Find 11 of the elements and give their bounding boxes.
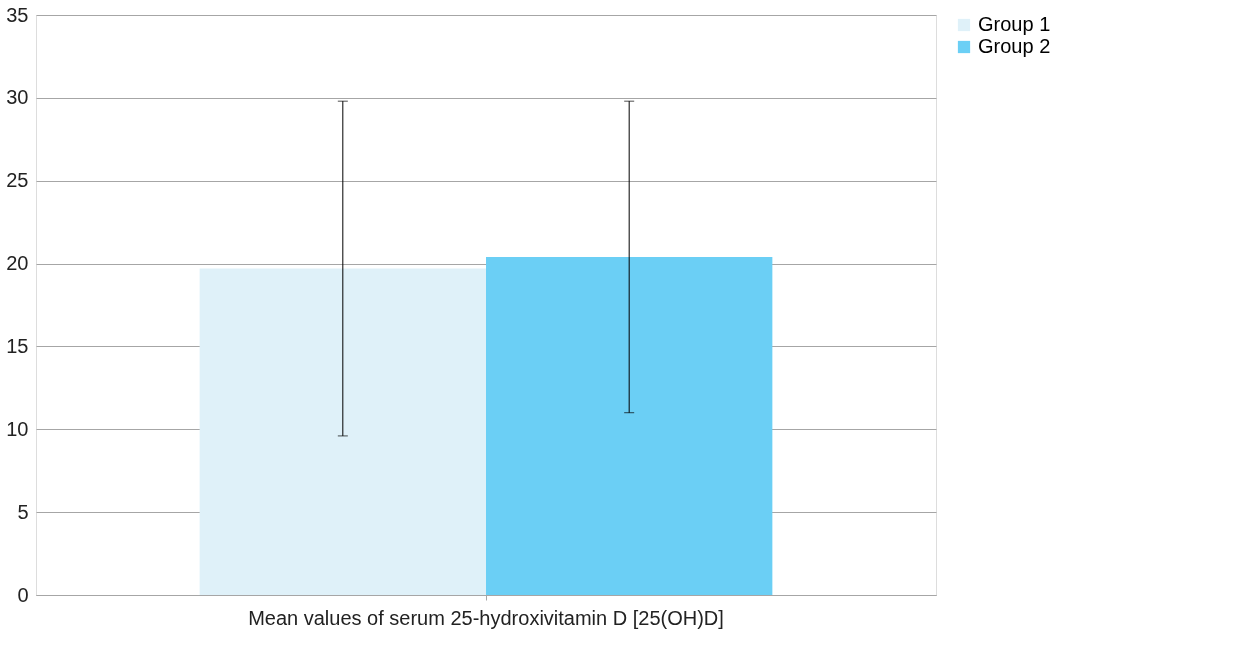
y-tick-label: 15 — [6, 334, 29, 357]
x-tick-label: Mean values of serum 25-hydroxivitamin D [25(OH)D] — [248, 606, 724, 629]
y-tick-label: 10 — [6, 417, 29, 440]
y-tick-label: 25 — [6, 169, 29, 192]
legend-label: Group 1 — [978, 13, 1051, 35]
y-tick-label: 5 — [17, 500, 29, 523]
y-tick-label: 30 — [6, 86, 29, 109]
legend-label: Group 2 — [978, 35, 1051, 57]
y-tick-label: 35 — [6, 3, 29, 26]
y-tick-label: 20 — [6, 252, 29, 275]
y-tick-label: 0 — [17, 583, 29, 606]
